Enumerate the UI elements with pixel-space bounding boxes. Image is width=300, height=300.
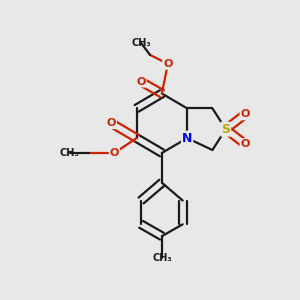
Text: S: S <box>221 123 230 136</box>
Text: O: O <box>136 76 146 87</box>
Text: CH₃: CH₃ <box>131 38 151 48</box>
Text: CH₃: CH₃ <box>152 254 172 263</box>
Text: O: O <box>110 148 119 158</box>
Text: O: O <box>240 139 250 149</box>
Text: O: O <box>240 109 250 119</box>
Text: O: O <box>107 118 116 128</box>
Text: CH₃: CH₃ <box>60 148 80 158</box>
Text: O: O <box>163 59 172 69</box>
Text: N: N <box>182 132 192 145</box>
